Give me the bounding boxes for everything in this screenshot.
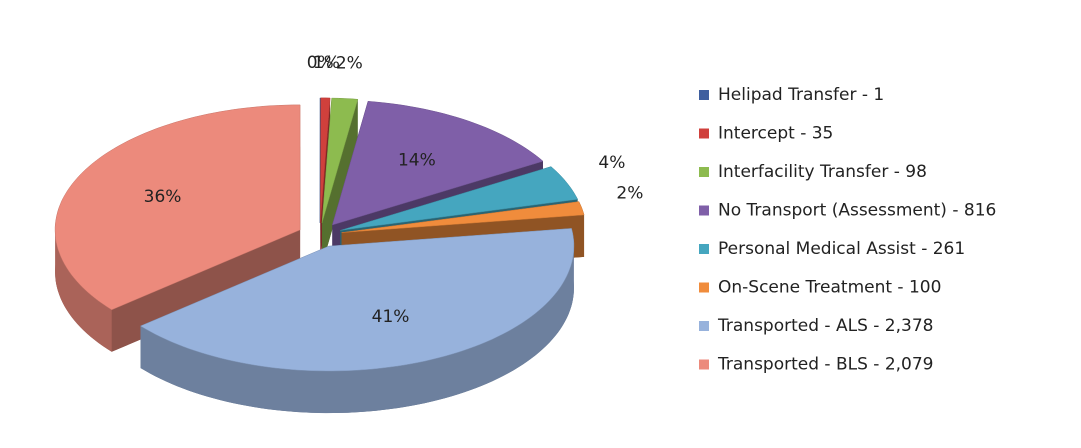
legend-swatch: [699, 206, 709, 216]
legend-label: No Transport (Assessment) - 816: [718, 201, 996, 221]
legend-swatch: [699, 90, 709, 100]
data-label: 14%: [398, 151, 436, 171]
legend-label: Helipad Transfer - 1: [718, 85, 884, 105]
legend-label: Interfacility Transfer - 98: [718, 162, 927, 182]
legend-swatch: [699, 244, 709, 254]
data-label: 4%: [598, 153, 625, 173]
legend-label: Personal Medical Assist - 261: [718, 239, 965, 259]
legend-label: Intercept - 35: [718, 124, 833, 144]
data-label: 2%: [336, 54, 363, 74]
legend-label: On-Scene Treatment - 100: [718, 278, 941, 298]
legend-swatch: [699, 167, 709, 177]
data-label: 2%: [616, 183, 643, 203]
legend-swatch: [699, 321, 709, 331]
legend-label: Transported - ALS - 2,378: [717, 316, 933, 336]
legend-swatch: [699, 283, 709, 293]
legend-swatch: [699, 360, 709, 370]
data-label: 41%: [372, 307, 410, 327]
legend-swatch: [699, 129, 709, 139]
data-label: 36%: [144, 187, 182, 207]
legend-label: Transported - BLS - 2,079: [717, 355, 934, 375]
